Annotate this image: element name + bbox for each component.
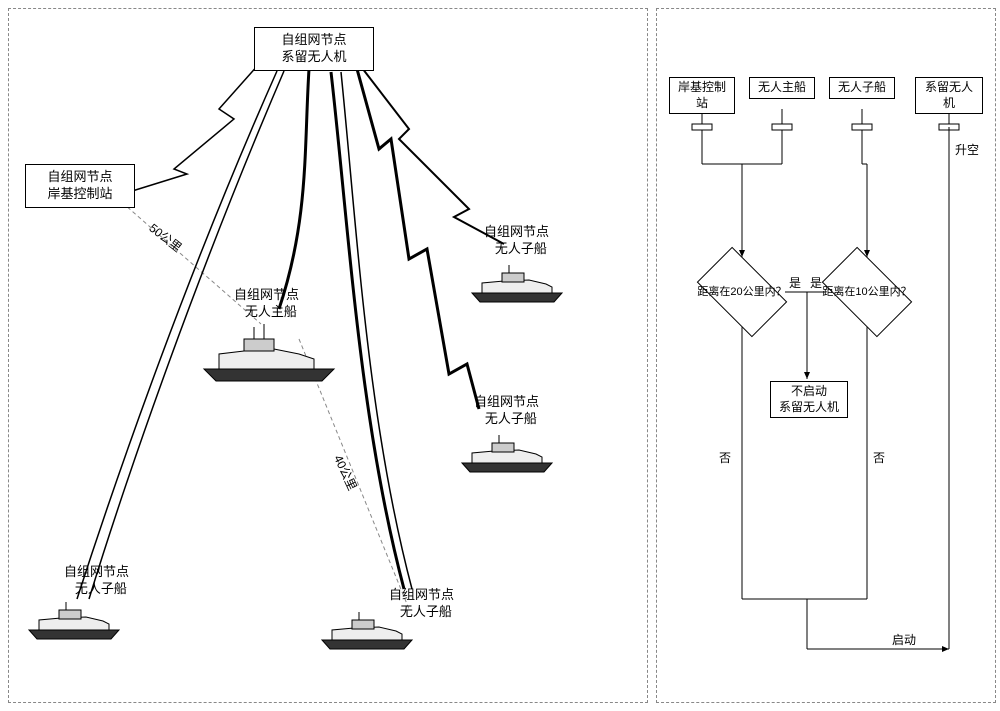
no-label-2: 否 <box>873 449 885 466</box>
main-ship-l2: 无人主船 <box>245 304 297 319</box>
fc-sub-box: 无人子船 <box>829 77 895 99</box>
network-topology-panel: 自组网节点 系留无人机 自组网节点 岸基控制站 50公里 自组网节点 无人主船 … <box>8 8 648 703</box>
sub-ship-4-label: 自组网节点 无人子船 <box>64 564 129 598</box>
uav-node: 自组网节点 系留无人机 <box>254 27 374 71</box>
sub-ship-4-icon <box>21 594 126 644</box>
main-ship-l1: 自组网节点 <box>234 287 299 302</box>
main-ship-label: 自组网节点 无人主船 <box>234 287 299 321</box>
sub-ship-2-label: 自组网节点 无人子船 <box>474 394 539 428</box>
fc-uav-box: 系留无人机 <box>915 77 983 114</box>
uav-node-l2: 系留无人机 <box>281 49 346 64</box>
sub-ship-3-icon <box>314 604 419 654</box>
main-ship-icon <box>194 319 344 389</box>
fc-main-box: 无人主船 <box>749 77 815 99</box>
no-start-box: 不启动 系留无人机 <box>770 381 848 418</box>
start-label: 启动 <box>892 631 916 648</box>
sub-ship-1-icon <box>464 257 569 307</box>
lift-label: 升空 <box>955 141 979 158</box>
fc-shore-box: 岸基控制站 <box>669 77 735 114</box>
flowchart-panel: 岸基控制站 无人主船 无人子船 系留无人机 升空 距离在20公里内？ 距离在10… <box>656 8 996 703</box>
yes-label-2: 是 <box>810 274 822 291</box>
shore-node-l2: 岸基控制站 <box>47 186 112 201</box>
sub-ship-1-label: 自组网节点 无人子船 <box>484 224 549 258</box>
diamond-10km: 距离在10公里内？ <box>812 257 922 327</box>
shore-node-l1: 自组网节点 <box>47 169 112 184</box>
sub-ship-2-icon <box>454 427 559 477</box>
uav-node-l1: 自组网节点 <box>281 32 346 47</box>
yes-label-1: 是 <box>789 274 801 291</box>
no-label-1: 否 <box>719 449 731 466</box>
diamond-20km: 距离在20公里内？ <box>687 257 797 327</box>
shore-node: 自组网节点 岸基控制站 <box>25 164 135 208</box>
